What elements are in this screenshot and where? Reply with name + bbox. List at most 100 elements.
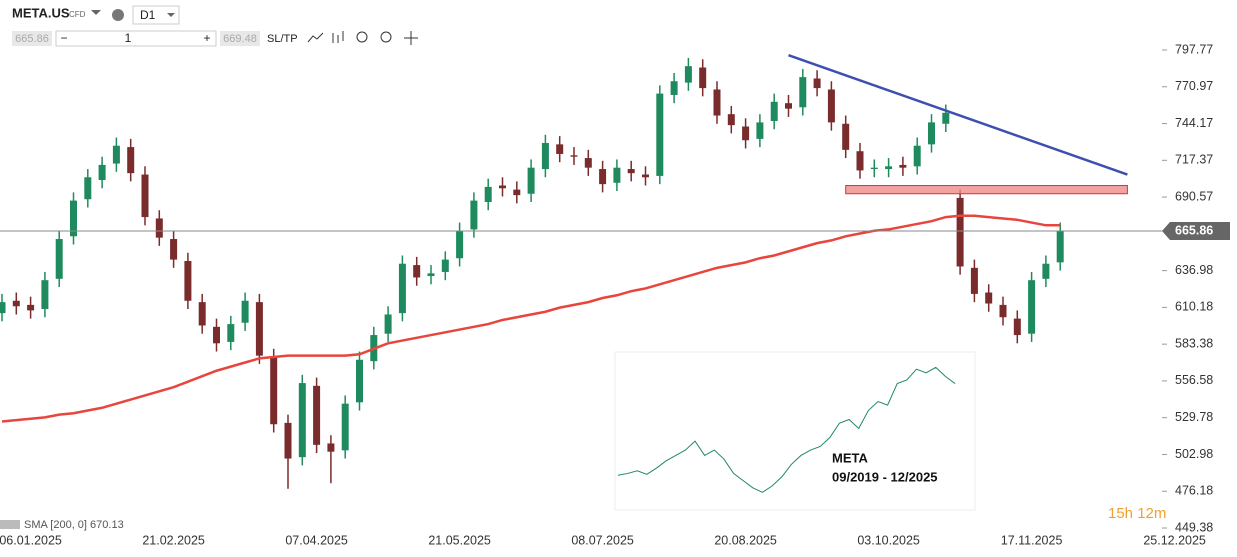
candle-body (227, 324, 235, 342)
line-tool[interactable] (307, 32, 324, 43)
y-tick-label: 449.38 (1175, 520, 1213, 534)
candle-body (742, 126, 750, 141)
candle-body (84, 177, 92, 200)
candle-body (1013, 318, 1021, 336)
candle-body (341, 403, 349, 451)
candle-body (642, 174, 649, 178)
minus-button[interactable]: − (60, 31, 67, 45)
candle-body (0, 302, 6, 314)
candle-body (413, 265, 421, 278)
volume-box[interactable] (55, 30, 217, 47)
candle-body (170, 239, 178, 260)
candle-body (155, 218, 163, 238)
inset-image: META 09/2019 - 12/2025 (614, 351, 976, 511)
candle-tool[interactable] (332, 31, 344, 43)
legend-icon (0, 520, 20, 529)
candle-body (770, 101, 778, 122)
plus-button[interactable]: + (203, 31, 210, 45)
candle-body (813, 78, 821, 89)
candle-body (484, 186, 492, 202)
candle-body (1028, 280, 1036, 334)
candle-body (727, 114, 735, 126)
candle-body (55, 239, 63, 279)
candle-body (913, 145, 921, 167)
candle-body (656, 93, 664, 176)
timeframe-select[interactable] (132, 5, 180, 25)
info-icon[interactable] (112, 9, 124, 21)
symbol[interactable]: META.US (12, 5, 70, 20)
timeframe-caret (167, 13, 175, 17)
inset-subtitle: 09/2019 - 12/2025 (832, 469, 938, 484)
candle-body (584, 158, 592, 168)
candle-body (241, 300, 249, 323)
x-tick-label: 21.02.2025 (142, 533, 205, 547)
instrument: CFD (69, 10, 86, 19)
candle-body (627, 169, 635, 174)
buy-price: 669.48 (223, 33, 257, 45)
symbol-caret[interactable] (91, 10, 101, 15)
inset-frame (614, 351, 976, 511)
timer: 15h 12m (1108, 505, 1166, 522)
candle-body (842, 123, 850, 150)
x-tick-label: 07.04.2025 (285, 533, 348, 547)
candle-body (570, 155, 578, 157)
x-tick-label: 06.01.2025 (0, 533, 62, 547)
trendline (788, 53, 1128, 176)
y-tick-label: 797.77 (1175, 42, 1213, 56)
x-tick-label: 20.08.2025 (714, 533, 777, 547)
y-tick-label: 529.78 (1175, 410, 1213, 424)
candle-body (384, 314, 392, 334)
move-tool[interactable] (404, 31, 418, 45)
candle-body (827, 89, 835, 123)
candle-body (785, 103, 792, 109)
candle-body (41, 280, 49, 309)
candle-body (942, 112, 950, 124)
y-tick-label: 610.18 (1175, 300, 1213, 314)
candle-body (255, 302, 263, 356)
candle-body (870, 167, 878, 170)
x-tick-label: 03.10.2025 (857, 533, 920, 547)
candle-body (313, 385, 321, 445)
y-tick-label: 770.97 (1175, 79, 1213, 93)
candle-body (1056, 230, 1064, 263)
x-tick-label: 21.05.2025 (428, 533, 491, 547)
candle-body (956, 197, 964, 267)
x-tick-label: 17.11.2025 (1001, 533, 1063, 547)
candle-body (928, 122, 935, 145)
inset-line (617, 366, 956, 493)
candle-body (613, 167, 621, 183)
sltp[interactable]: SL/TP (267, 33, 298, 45)
candle-body (127, 147, 135, 174)
y-tick-label: 583.38 (1175, 336, 1213, 350)
candle-body (513, 189, 521, 196)
volume[interactable]: 1 (125, 31, 132, 45)
sma-line (1, 214, 1061, 423)
zoom-in[interactable] (380, 31, 392, 43)
y-tick-label: 636.98 (1175, 263, 1213, 277)
sell-box[interactable] (12, 31, 52, 46)
resistance-zone (845, 185, 1128, 195)
buy-box[interactable] (220, 31, 260, 46)
candle-body (699, 67, 707, 89)
candle-body (684, 66, 692, 83)
candle-body (999, 304, 1007, 318)
candle-body (756, 122, 764, 139)
y-tick-label: 690.57 (1175, 189, 1213, 203)
candle-body (327, 443, 335, 452)
candle-body (141, 174, 149, 218)
price-tag (1162, 221, 1230, 240)
y-tick-label: 476.18 (1175, 484, 1213, 498)
zoom-out[interactable] (356, 31, 368, 43)
candle-body (441, 259, 449, 272)
y-tick-label: 502.98 (1175, 447, 1213, 461)
candle-body (799, 77, 807, 108)
candle-body (899, 164, 907, 168)
x-tick-label: 08.07.2025 (571, 533, 634, 547)
candle-body (970, 267, 978, 294)
candle-body (1042, 263, 1050, 279)
candle-body (556, 144, 564, 154)
candle-body (98, 164, 106, 181)
candle-body (456, 230, 464, 259)
sell-price: 665.86 (15, 33, 49, 45)
